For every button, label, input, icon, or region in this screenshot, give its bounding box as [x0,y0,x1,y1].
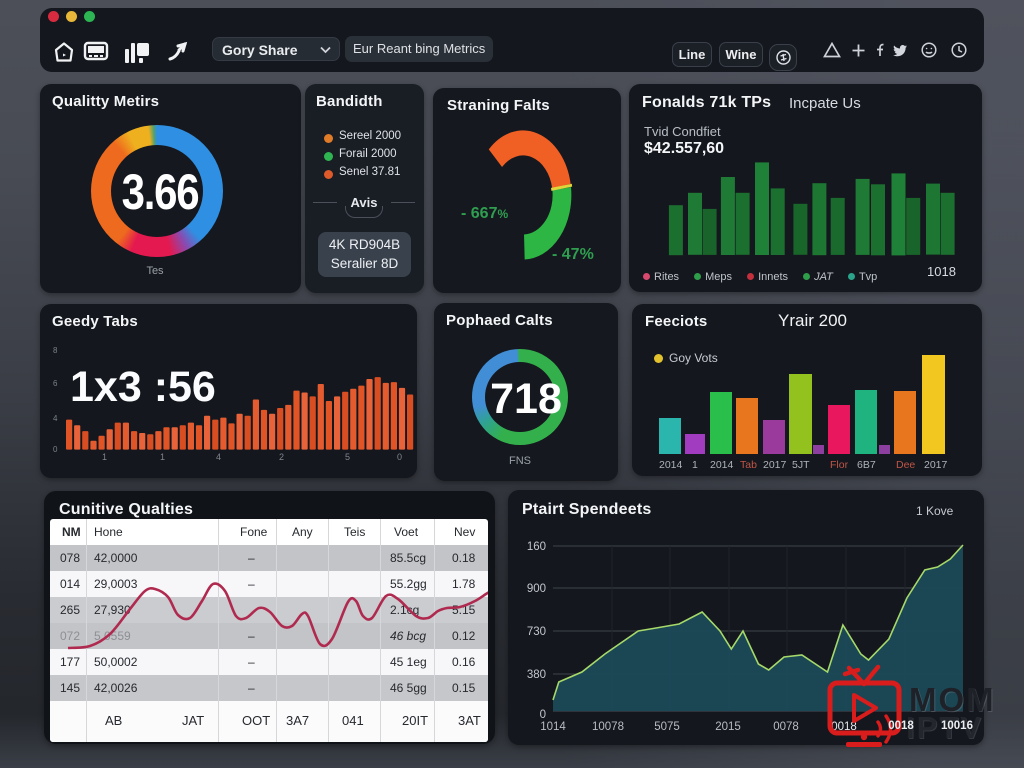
svg-text:160: 160 [527,541,546,553]
svg-text:0078: 0078 [773,721,799,733]
svg-text:10078: 10078 [592,721,624,733]
svg-text:2015: 2015 [715,721,741,733]
svg-text:730: 730 [527,626,546,638]
svg-text:380: 380 [527,669,546,681]
svg-text:0018: 0018 [831,721,857,733]
svg-text:0: 0 [540,709,546,721]
svg-text:5075: 5075 [654,721,680,733]
svg-text:900: 900 [527,583,546,595]
svg-text:1014: 1014 [540,721,566,733]
